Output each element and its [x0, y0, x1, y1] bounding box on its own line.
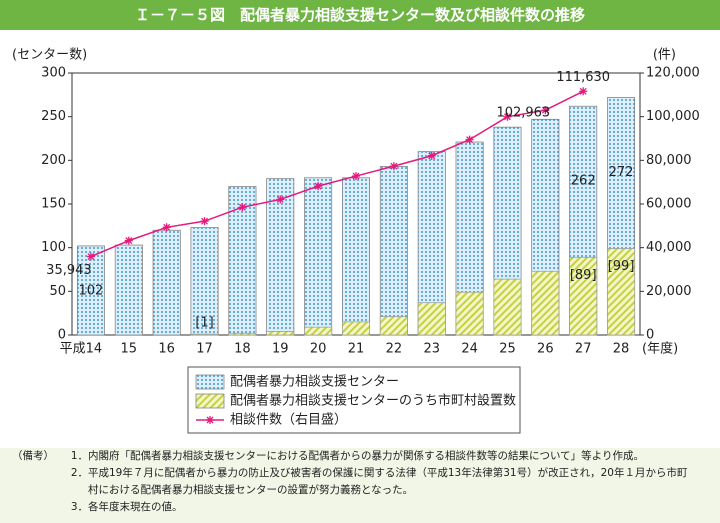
y-tick-label: 0	[58, 328, 66, 343]
bar	[76, 245, 105, 336]
x-tick-label: 22	[386, 342, 403, 357]
data-label: 272	[609, 165, 634, 180]
line-marker	[314, 182, 323, 191]
y2-tick-label: 80,000	[646, 153, 692, 168]
line-marker	[503, 112, 512, 121]
legend-label: 配偶者暴力相談支援センターのうち市町村設置数	[230, 393, 516, 409]
line-marker	[238, 203, 247, 212]
x-axis-label: (年度)	[642, 341, 678, 357]
bar	[304, 326, 333, 336]
bar	[455, 291, 484, 336]
legend-swatch	[195, 374, 225, 390]
notes: （備考） 1． 内閣府「配偶者暴力相談支援センターにおける配偶者からの暴力が関係する…	[12, 448, 712, 516]
y-axis-label: (センター数)	[12, 48, 87, 63]
x-tick-label: 25	[499, 342, 516, 357]
line-marker	[86, 252, 95, 261]
bar	[493, 278, 522, 336]
y-tick-label: 150	[41, 197, 66, 212]
bar	[152, 229, 181, 336]
note-number: 2．	[70, 467, 88, 479]
bar	[342, 321, 370, 336]
line-marker	[200, 217, 209, 226]
bar	[190, 333, 219, 336]
legend-box	[187, 366, 521, 434]
data-label: 102	[79, 283, 104, 298]
x-tick-label: 18	[234, 342, 251, 357]
x-tick-label: 23	[423, 342, 440, 357]
line-marker	[352, 172, 360, 181]
line-marker	[579, 87, 588, 96]
bar	[266, 178, 295, 336]
y-tick-label: 100	[41, 240, 66, 255]
legend-label: 配偶者暴力相談支援センター	[230, 374, 399, 390]
line-marker	[541, 106, 550, 115]
bar	[228, 332, 257, 336]
bar	[379, 166, 408, 336]
y-tick-label: 250	[41, 109, 66, 124]
y2-tick-label: 0	[646, 328, 654, 343]
data-label: [99]	[608, 259, 635, 274]
legend-swatch	[195, 393, 225, 409]
note-text: 平成19年７月に配偶者から暴力の防止及び被害者の保護に関する法律（平成13年法律…	[88, 467, 688, 496]
bar	[607, 248, 636, 336]
x-tick-label: 17	[196, 342, 213, 357]
x-tick-label: 27	[575, 342, 592, 357]
x-tick-label: 20	[310, 342, 327, 357]
bar	[114, 244, 143, 336]
x-tick-label: 19	[272, 342, 289, 357]
bar	[569, 256, 598, 336]
bar	[266, 331, 295, 336]
x-tick-label: 21	[348, 342, 365, 357]
data-label: 35,943	[46, 263, 92, 278]
data-label: 102,963	[496, 106, 550, 121]
data-label: 262	[571, 174, 596, 189]
note-label: （備考）	[12, 450, 54, 462]
bar	[417, 302, 446, 336]
chart: (センター数) (件) 0 50 100 150 200 250 300 0 20,000 40,…	[0, 30, 720, 448]
y-tick-label: 300	[41, 66, 66, 81]
y2-tick-label: 20,000	[646, 284, 692, 299]
note-row: 2． 平成19年７月に配偶者から暴力の防止及び被害者の保護に関する法律（平成13年…	[12, 465, 712, 499]
legend-label: 相談件数（右目盛）	[230, 412, 347, 428]
x-tick-label: 平成14	[60, 342, 103, 357]
note-number: 3．	[70, 501, 88, 513]
data-label: 111,630	[556, 70, 610, 85]
y2-axis-label: (件)	[653, 48, 676, 63]
x-tick-label: 26	[537, 342, 554, 357]
y2-tick-label: 40,000	[646, 240, 692, 255]
note-row: 3． 各年度末現在の値。	[12, 499, 712, 516]
y2-tick-label: 60,000	[646, 197, 692, 212]
bar	[379, 316, 408, 336]
note-text: 内閣府「配偶者暴力相談支援センターにおける配偶者からの暴力が関係する相談件数等の…	[88, 450, 644, 462]
note-label	[12, 465, 62, 499]
line-marker	[124, 236, 133, 245]
y2-tick-label: 100,000	[646, 109, 700, 124]
bar	[190, 227, 219, 336]
line	[90, 90, 584, 258]
y2-tick-label: 120,000	[646, 66, 700, 81]
x-tick-label: 28	[613, 342, 630, 357]
legend-marker	[206, 416, 214, 424]
line-marker	[162, 223, 171, 232]
x-tick-label: 15	[121, 342, 138, 357]
chart-title: Ｉ－７－５図 配偶者暴力相談支援センター数及び相談件数の推移	[0, 0, 720, 30]
line-marker	[427, 151, 436, 160]
bar	[304, 177, 333, 336]
line-marker	[389, 162, 398, 171]
note-text: 各年度末現在の値。	[88, 501, 183, 513]
x-tick-label: 16	[158, 342, 175, 357]
bar	[531, 270, 560, 336]
note-number: 1．	[70, 450, 88, 462]
note-row: （備考） 1． 内閣府「配偶者暴力相談支援センターにおける配偶者からの暴力が関係する…	[12, 448, 712, 465]
line-marker	[465, 135, 474, 144]
y-tick-label: 50	[49, 284, 66, 299]
line-marker	[276, 195, 285, 204]
note-label	[12, 499, 62, 516]
x-tick-label: 24	[461, 342, 478, 357]
bar	[342, 177, 370, 336]
data-label: [1]	[195, 316, 213, 331]
y-tick-label: 200	[41, 153, 66, 168]
data-label: [89]	[570, 268, 597, 283]
